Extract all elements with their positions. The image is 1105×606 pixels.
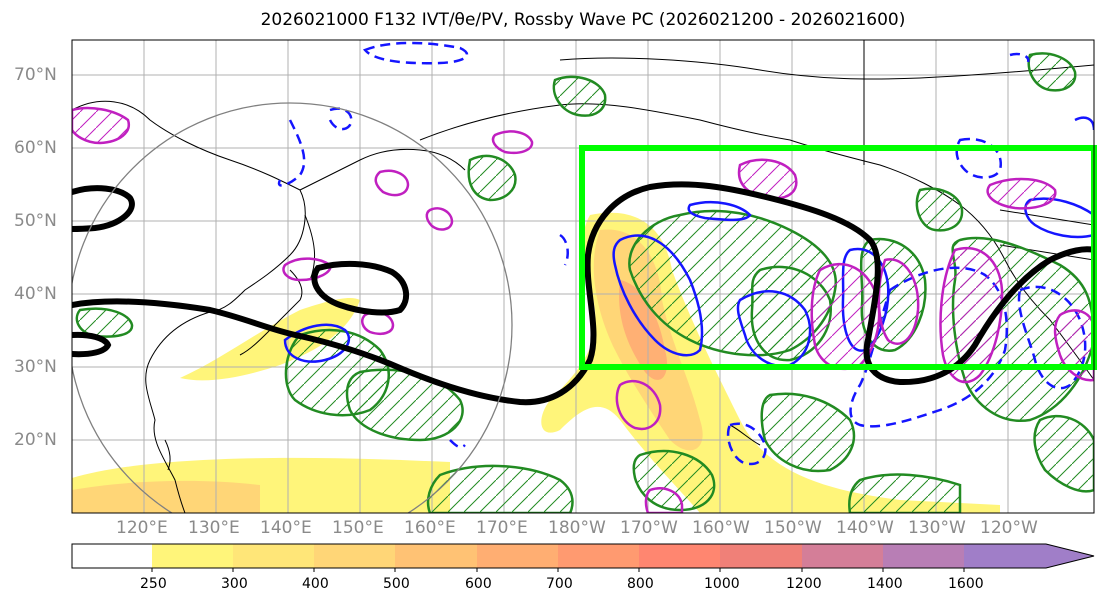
lat-label: 50°N xyxy=(14,211,57,231)
lon-label: 130°W xyxy=(908,518,966,538)
magenta-contours xyxy=(72,106,1094,513)
lon-label: 140°W xyxy=(836,518,894,538)
lon-label: 160°E xyxy=(404,518,456,538)
colorbar-segment xyxy=(477,544,558,568)
lon-label: 170°E xyxy=(476,518,528,538)
colorbar-label: 1400 xyxy=(867,576,903,592)
lon-label: 150°E xyxy=(332,518,384,538)
colorbar-label: 250 xyxy=(140,576,167,592)
colorbar-label: 300 xyxy=(221,576,248,592)
lon-label: 180°W xyxy=(548,518,606,538)
lon-label: 120°W xyxy=(980,518,1038,538)
colorbar-segment xyxy=(883,544,964,568)
lat-label: 60°N xyxy=(14,138,57,158)
lat-label: 40°N xyxy=(14,284,57,304)
lon-label: 160°W xyxy=(692,518,750,538)
colorbar-segment xyxy=(802,544,883,568)
colorbar-segment xyxy=(395,544,477,568)
colorbar-segment xyxy=(233,544,314,568)
map-frame xyxy=(71,39,1095,514)
colorbar-label: 400 xyxy=(302,576,329,592)
colorbar-label: 700 xyxy=(546,576,573,592)
colorbar-label: 500 xyxy=(383,576,410,592)
colorbar-label: 1000 xyxy=(704,576,740,592)
lat-label: 70°N xyxy=(14,65,57,85)
lon-label: 130°E xyxy=(188,518,240,538)
colorbar-label: 1200 xyxy=(786,576,822,592)
lon-label: 120°E xyxy=(116,518,168,538)
lat-label: 30°N xyxy=(14,357,57,377)
colorbar-segment xyxy=(152,544,233,568)
map-title: 2026021000 F132 IVT/θe/PV, Rossby Wave P… xyxy=(260,10,906,30)
lon-label: 170°W xyxy=(620,518,678,538)
lon-label: 140°E xyxy=(260,518,312,538)
colorbar-segment xyxy=(558,544,639,568)
colorbar-segment xyxy=(72,544,152,568)
colorbar-extend-arrow xyxy=(1046,544,1094,568)
colorbar-segment xyxy=(964,544,1046,568)
colorbar-label: 1600 xyxy=(948,576,984,592)
lon-label: 150°W xyxy=(764,518,822,538)
gray-circle xyxy=(72,102,513,513)
colorbar-label: 600 xyxy=(465,576,492,592)
colorbar-label: 800 xyxy=(627,576,654,592)
colorbar-segment xyxy=(639,544,720,568)
waveguide-contours xyxy=(72,181,1094,406)
lat-label: 20°N xyxy=(14,430,57,450)
colorbar-outline xyxy=(71,543,1095,569)
colorbar-segment xyxy=(720,544,802,568)
colorbar-segment xyxy=(314,544,395,568)
colorbar xyxy=(71,543,1095,572)
